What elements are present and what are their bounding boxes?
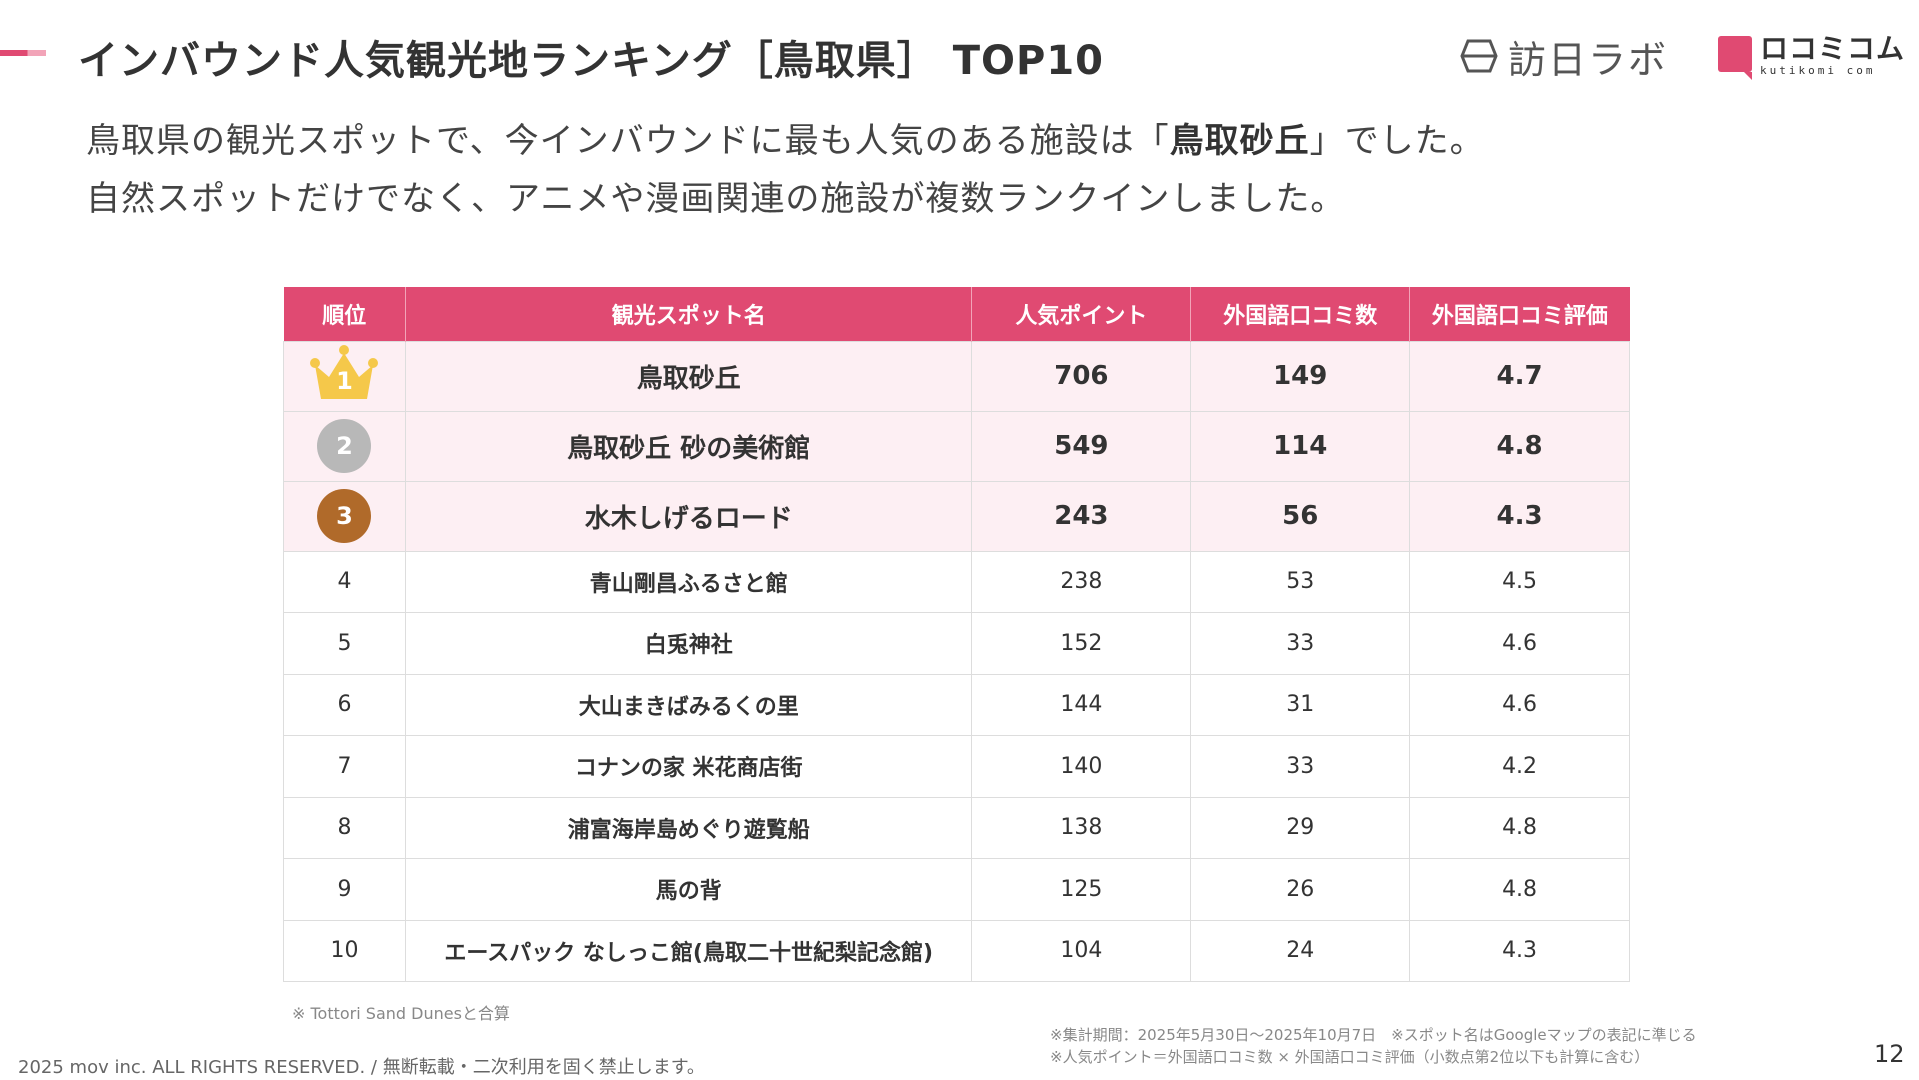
methodology-note-1: ※集計期間：2025年5月30日〜2025年10月7日 ※スポット名はGoogl… <box>1050 1026 1697 1044</box>
header-review-rating: 外国語口コミ評価 <box>1409 287 1630 341</box>
silver-medal-icon: 2 <box>317 419 372 473</box>
page-title: インバウンド人気観光地ランキング［鳥取県］ TOP10 <box>78 38 1104 84</box>
points-cell: 152 <box>971 612 1192 675</box>
kuchikomi-logo-text: ロコミコム <box>1760 32 1906 65</box>
rank-cell: 5 <box>283 612 406 675</box>
table-row: 6 大山まきばみるくの里 144 31 4.6 <box>283 673 1630 736</box>
rank-cell: 10 <box>283 919 406 982</box>
table-row: 3 水木しげるロード 243 56 4.3 <box>283 480 1630 552</box>
houjin-lab-logo-icon <box>1460 39 1498 73</box>
table-row: 7 コナンの家 米花商店街 140 33 4.2 <box>283 735 1630 798</box>
table-footnote: ※ Tottori Sand Dunesと合算 <box>292 1004 510 1023</box>
rank-cell: 2 <box>283 410 406 482</box>
review-count-cell: 33 <box>1190 612 1411 675</box>
rank-cell: 7 <box>283 735 406 798</box>
rating-cell: 4.8 <box>1409 858 1630 921</box>
methodology-note-2: ※人気ポイント＝外国語口コミ数 × 外国語口コミ評価（小数点第2位以下も計算に含… <box>1050 1048 1650 1066</box>
rating-cell: 4.7 <box>1409 340 1630 412</box>
table-row: 2 鳥取砂丘 砂の美術館 549 114 4.8 <box>283 410 1630 482</box>
spot-name-cell: 水木しげるロード <box>404 480 973 552</box>
review-count-cell: 149 <box>1190 340 1411 412</box>
lead-line-1: 鳥取県の観光スポットで、今インバウンドに最も人気のある施設は「鳥取砂丘」でした。 <box>86 121 1485 161</box>
table-row: 5 白兎神社 152 33 4.6 <box>283 612 1630 675</box>
copyright: 2025 mov inc. ALL RIGHTS RESERVED. / 無断転… <box>18 1057 705 1078</box>
rating-cell: 4.6 <box>1409 673 1630 736</box>
spot-name-cell: 馬の背 <box>404 858 973 921</box>
review-count-cell: 26 <box>1190 858 1411 921</box>
rank-cell: 1 <box>283 340 406 412</box>
review-count-cell: 31 <box>1190 673 1411 736</box>
points-cell: 138 <box>971 796 1192 859</box>
ranking-table: 順位 観光スポット名 人気ポイント 外国語口コミ数 外国語口コミ評価 <box>283 287 1630 982</box>
review-count-cell: 29 <box>1190 796 1411 859</box>
table-row: 9 馬の背 125 26 4.8 <box>283 858 1630 921</box>
methodology-notes: ※集計期間：2025年5月30日〜2025年10月7日 ※スポット名はGoogl… <box>1050 1024 1697 1068</box>
points-cell: 706 <box>971 340 1192 412</box>
points-cell: 549 <box>971 410 1192 482</box>
table-row: 4 青山剛昌ふるさと館 238 53 4.5 <box>283 550 1630 613</box>
page-number: 12 <box>1874 1040 1905 1068</box>
kuchikomi-logo: ロコミコム kutikomi com <box>1718 34 1905 84</box>
rank-cell: 3 <box>283 480 406 552</box>
rating-cell: 4.2 <box>1409 735 1630 798</box>
spot-name-cell: 鳥取砂丘 砂の美術館 <box>404 410 973 482</box>
table-row: 1 鳥取砂丘 706 149 4.7 <box>283 340 1630 412</box>
review-count-cell: 24 <box>1190 919 1411 982</box>
rank-cell: 4 <box>283 550 406 613</box>
rank-cell: 8 <box>283 796 406 859</box>
rank-cell: 6 <box>283 673 406 736</box>
header-points: 人気ポイント <box>971 287 1192 341</box>
table-row: 8 浦富海岸島めぐり遊覧船 138 29 4.8 <box>283 796 1630 859</box>
spot-name-cell: 大山まきばみるくの里 <box>404 673 973 736</box>
rating-cell: 4.3 <box>1409 919 1630 982</box>
rating-cell: 4.3 <box>1409 480 1630 552</box>
review-count-cell: 53 <box>1190 550 1411 613</box>
spot-name-cell: 鳥取砂丘 <box>404 340 973 412</box>
rating-cell: 4.5 <box>1409 550 1630 613</box>
points-cell: 104 <box>971 919 1192 982</box>
spot-name-cell: コナンの家 米花商店街 <box>404 735 973 798</box>
bronze-medal-icon: 3 <box>317 489 372 543</box>
points-cell: 125 <box>971 858 1192 921</box>
spot-name-cell: 白兎神社 <box>404 612 973 675</box>
rank-cell: 9 <box>283 858 406 921</box>
spot-name-cell: 浦富海岸島めぐり遊覧船 <box>404 796 973 859</box>
points-cell: 238 <box>971 550 1192 613</box>
table-header-row: 順位 観光スポット名 人気ポイント 外国語口コミ数 外国語口コミ評価 <box>283 287 1630 341</box>
header-spot-name: 観光スポット名 <box>405 287 973 341</box>
points-cell: 243 <box>971 480 1192 552</box>
points-cell: 140 <box>971 735 1192 798</box>
spot-name-cell: エースパック なしっこ館(鳥取二十世紀梨記念館) <box>404 919 973 982</box>
accent-bar <box>0 50 46 56</box>
rating-cell: 4.6 <box>1409 612 1630 675</box>
rating-cell: 4.8 <box>1409 796 1630 859</box>
points-cell: 144 <box>971 673 1192 736</box>
review-count-cell: 114 <box>1190 410 1411 482</box>
lead-line-2: 自然スポットだけでなく、アニメや漫画関連の施設が複数ランクインしました。 <box>86 179 1346 219</box>
houjin-lab-logo-text: 訪日ラボ <box>1508 37 1669 82</box>
spot-name-cell: 青山剛昌ふるさと館 <box>404 550 973 613</box>
rating-cell: 4.8 <box>1409 410 1630 482</box>
houjin-lab-logo: 訪日ラボ <box>1460 34 1668 82</box>
lead-text: 鳥取県の観光スポットで、今インバウンドに最も人気のある施設は「鳥取砂丘」でした。… <box>86 112 1485 228</box>
speech-bubble-icon <box>1718 36 1752 80</box>
lead-highlight: 鳥取砂丘 <box>1169 121 1310 161</box>
gold-crown-icon: 1 <box>305 343 383 403</box>
review-count-cell: 33 <box>1190 735 1411 798</box>
kuchikomi-logo-subtext: kutikomi com <box>1760 64 1876 77</box>
review-count-cell: 56 <box>1190 480 1411 552</box>
table-row: 10 エースパック なしっこ館(鳥取二十世紀梨記念館) 104 24 4.3 <box>283 919 1630 982</box>
header-rank: 順位 <box>283 287 406 341</box>
header-review-count: 外国語口コミ数 <box>1190 287 1411 341</box>
